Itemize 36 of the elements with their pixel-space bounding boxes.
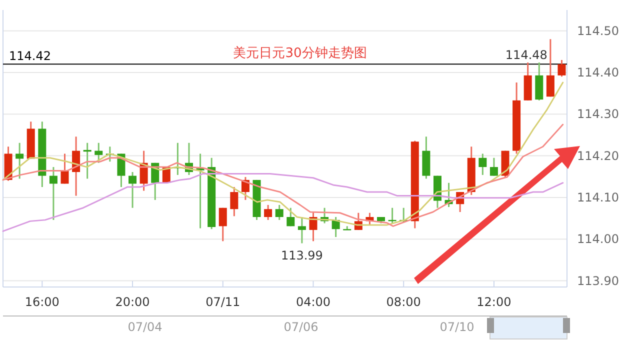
text: 07/06 <box>284 320 318 334</box>
annotation: 114.48 <box>505 48 548 62</box>
candlestick <box>60 152 69 184</box>
candlestick <box>558 59 566 78</box>
candlestick <box>16 142 24 180</box>
x-tick-label: 07/11 <box>206 295 240 309</box>
y-tick-label: 113.90 <box>577 274 619 288</box>
candlestick <box>218 207 227 242</box>
candlestick <box>286 207 295 227</box>
x-tick-label: 16:00 <box>24 295 60 309</box>
candlestick <box>546 38 554 98</box>
candlestick <box>128 171 137 209</box>
y-tick-label: 114.00 <box>577 232 619 246</box>
candlestick <box>230 186 238 217</box>
candlestick <box>490 157 498 177</box>
text: 美元日元30分钟走势图 <box>233 45 367 61</box>
y-tick-label: 114.30 <box>577 107 619 122</box>
text: 07/10 <box>440 320 474 334</box>
y-tick-label: 114.10 <box>577 190 619 204</box>
x-tick-label: 04:00 <box>296 295 331 309</box>
text: 07/04 <box>128 320 162 334</box>
candlestick <box>275 204 284 221</box>
y-tick-label: 114.50 <box>577 24 619 38</box>
candlestick <box>264 204 272 221</box>
y-tick-label: 114.20 <box>577 148 619 163</box>
candlestick <box>298 216 306 244</box>
candlestick <box>478 152 487 176</box>
x-tick-label: 08:00 <box>386 295 421 309</box>
annotation: 113.99 <box>280 248 323 262</box>
candlestick <box>94 142 103 164</box>
ref-line-label: 114.42 <box>9 49 51 64</box>
x-tick-label: 20:00 <box>115 295 150 309</box>
x-tick-label: 12:00 <box>476 295 512 309</box>
y-tick-label: 114.40 <box>577 65 619 80</box>
candlestick <box>83 142 92 180</box>
candlestick <box>49 166 58 221</box>
